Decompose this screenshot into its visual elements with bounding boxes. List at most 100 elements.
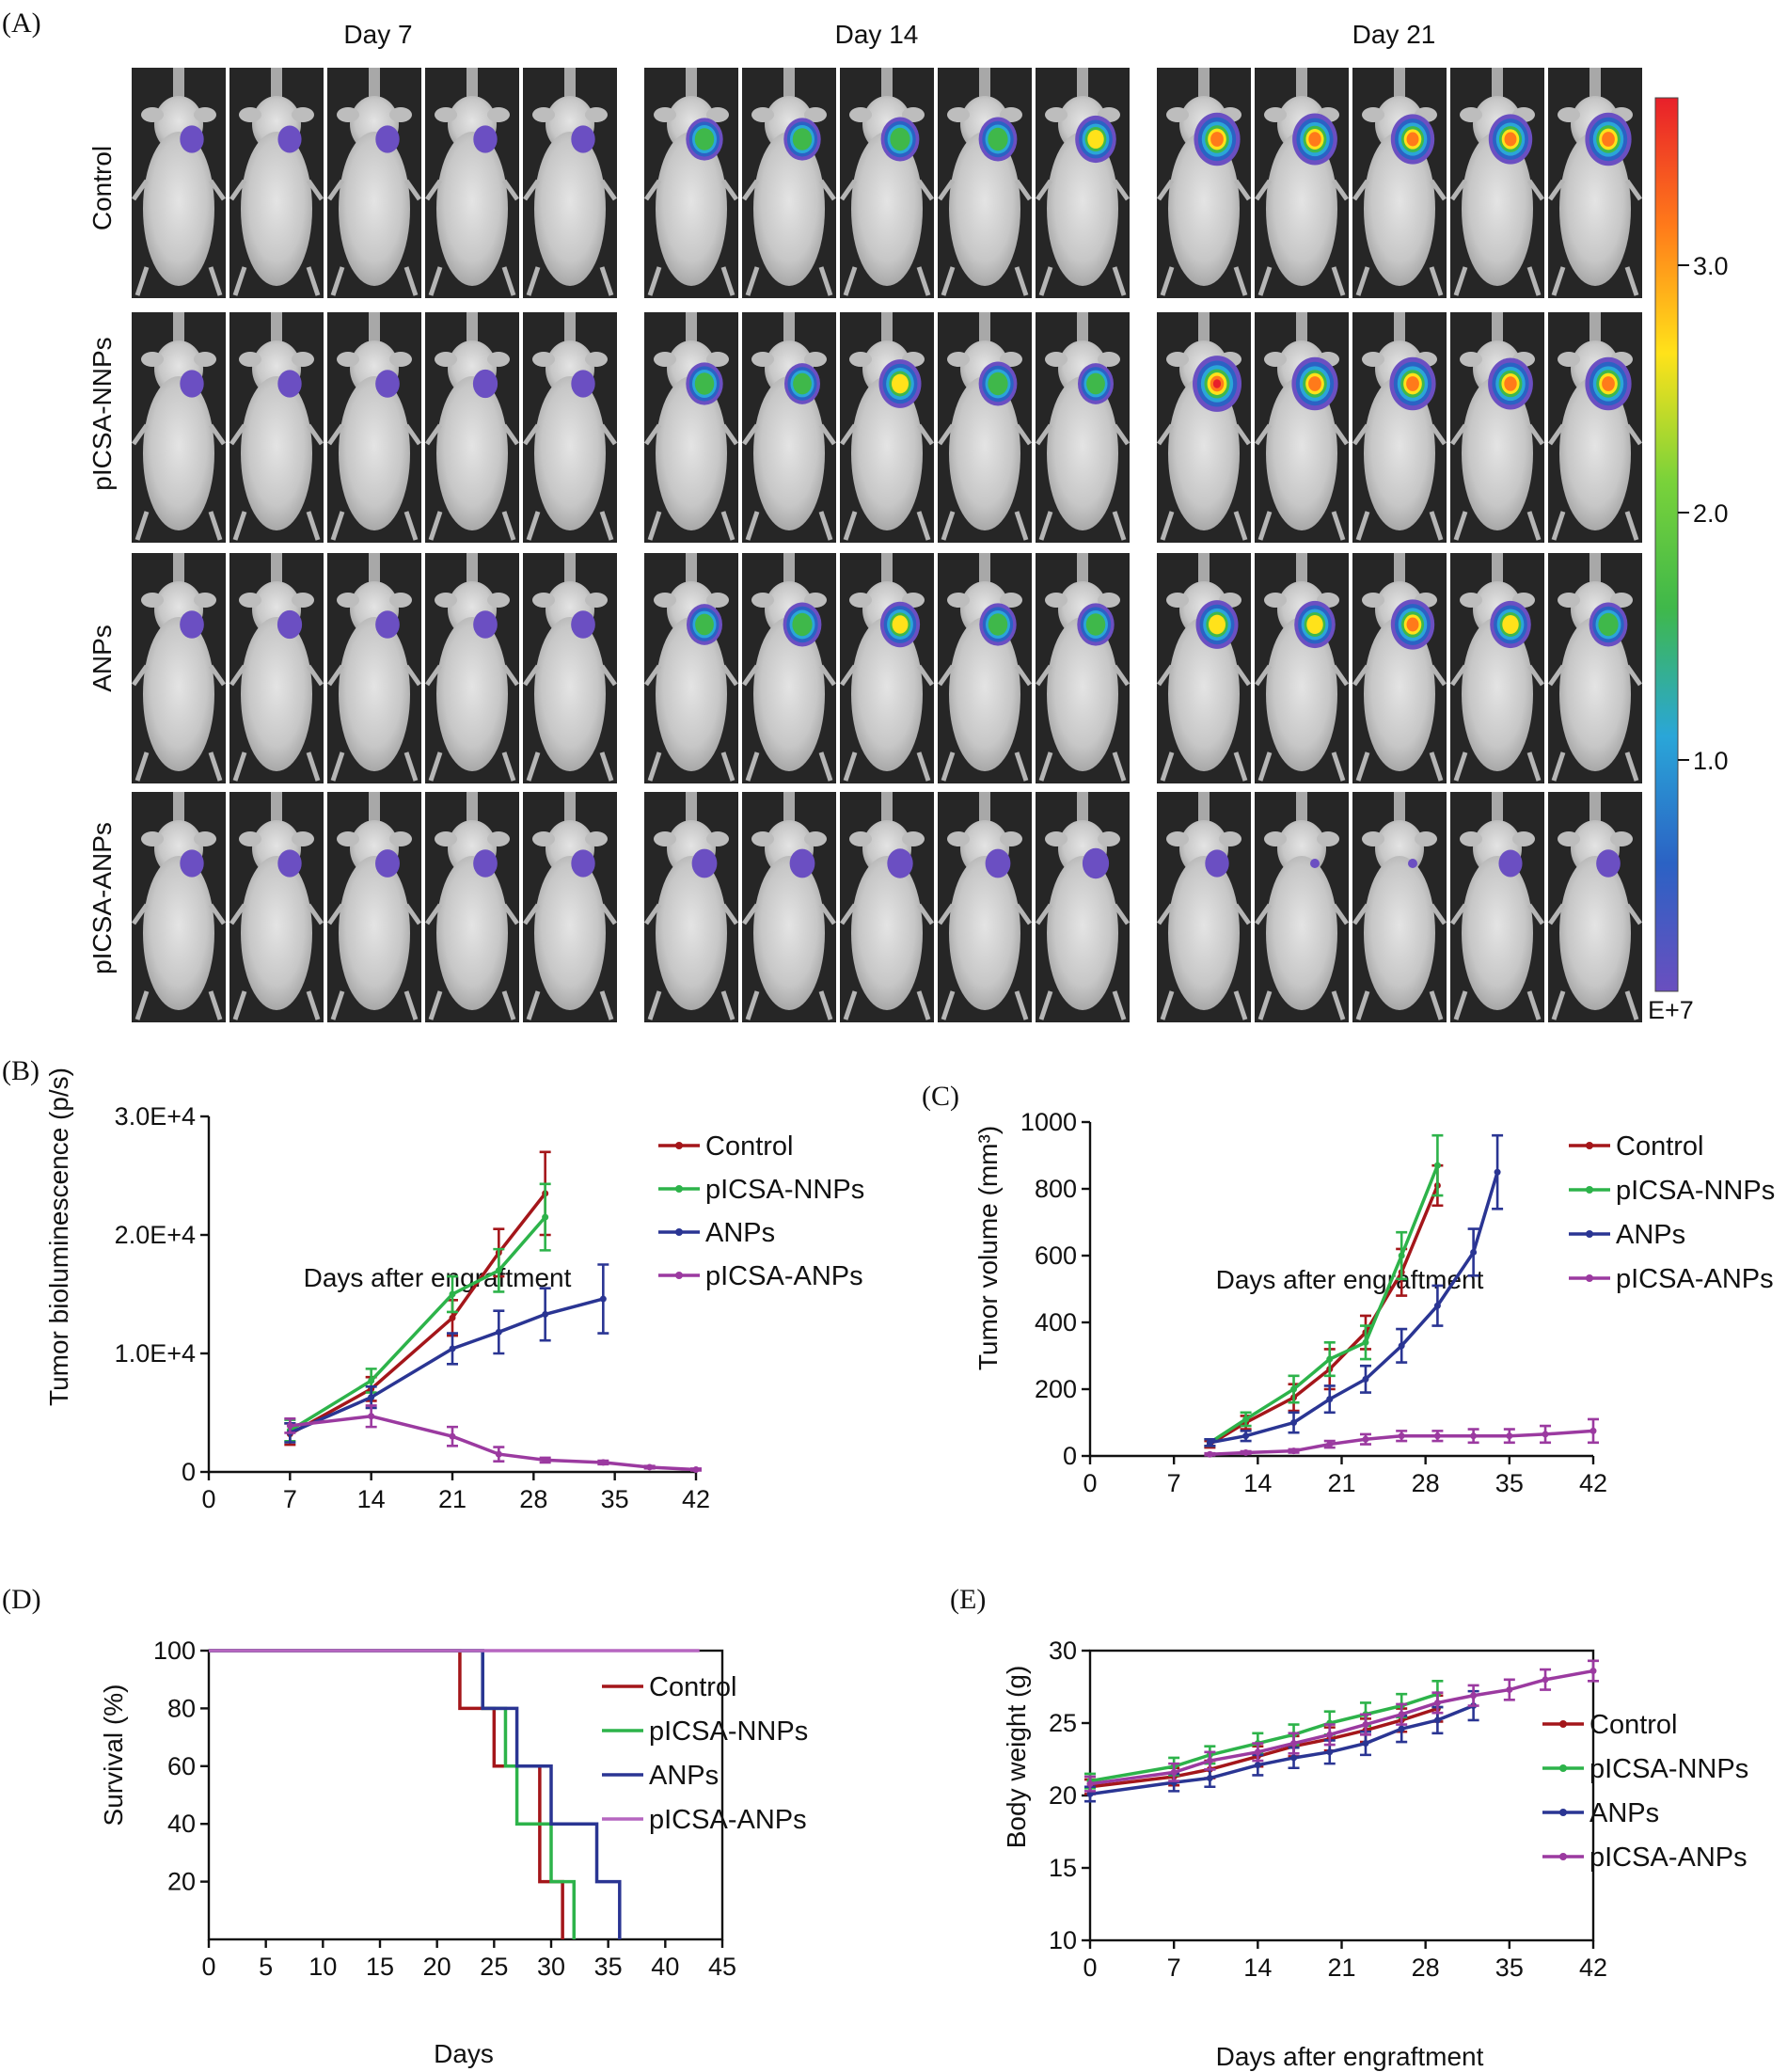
panel-b-ytick-label: 1.0E+4 [115,1339,196,1368]
mouse-ear [1362,107,1384,122]
signal-blob [375,610,400,639]
panel-b-series-picsa-nnps-point [449,1290,456,1298]
mouse-body [851,132,923,286]
mouse-ear [947,593,970,608]
mouse-image [1449,312,1545,543]
panel-b-series-picsa-nnps-line [289,1215,546,1432]
panel-e-ytick-label: 10 [1049,1926,1077,1954]
panel-b-series-picsa-anps [284,1404,702,1473]
mouse-legs [1035,903,1131,1020]
mouse-ear [1558,352,1580,367]
mouse-image [741,553,837,783]
mouse-legs [424,179,520,296]
nose-cone [467,68,478,98]
mouse-image [741,792,837,1022]
mouse-body [1266,617,1337,771]
mouse-body [436,856,508,1010]
signal-blob [789,848,815,878]
panel-c-label: (C) [922,1081,959,1112]
mouse-legs [424,903,520,1020]
nose-cone [783,68,795,98]
nose-cone [1492,553,1503,583]
panel-b-series-picsa-nnps [284,1182,551,1443]
signal-blob [1210,132,1224,147]
panel-b-xtick-label: 0 [201,1485,215,1513]
panel-e-ytick-label: 15 [1049,1854,1077,1882]
panel-d-series-picsa-nnps [209,1649,577,1939]
mouse-ear [1317,831,1339,846]
mouse-ear [194,352,216,367]
mouse-ear [1610,831,1633,846]
mouse-ear [585,107,608,122]
panel-e-ytick-label: 25 [1049,1709,1077,1737]
nose-cone [173,553,184,583]
mouse-body [436,132,508,286]
panel-b-xlabel: Days after engraftment [304,1263,572,1292]
panel-d-xlabel: Days [434,2039,494,2068]
colorbar-tick-label: 3.0 [1693,252,1729,280]
mouse-body [534,132,606,286]
panel-d-ytick-label: 80 [167,1694,196,1722]
day-21-label: Day 21 [1352,20,1436,49]
nose-cone [467,312,478,342]
panel-c-series-picsa-anps-point [1506,1432,1513,1440]
signal-blob [792,128,813,150]
signal-blob [890,127,910,151]
panel-e-frame [1088,1649,1595,1942]
mouse-legs [522,179,618,296]
day-14-label: Day 14 [835,20,919,49]
mouse-ear [654,352,676,367]
mouse-body [949,856,1020,1010]
mouse-legs [229,179,324,296]
signal-blob [892,615,909,634]
panel-e-series-anps-point [1362,1740,1369,1748]
panel-b-series-anps-point [599,1295,607,1303]
nose-cone [1394,68,1405,98]
panel-c-ytick-label: 800 [1035,1175,1077,1203]
panel-a-imaging: (A) Day 7 Day 14 Day 21 Control pICSA-NN… [2,8,1729,1024]
mouse-ear [1264,352,1287,367]
panel-d-xtick-label: 10 [308,1953,337,1981]
mouse-legs [1547,903,1643,1020]
panel-b-xtick-label: 35 [601,1485,629,1513]
panel-c-xtick-label: 28 [1412,1469,1440,1497]
nose-cone [271,553,282,583]
panel-e-legend-marker [1559,1720,1567,1728]
panel-d-series-anps-line [209,1649,622,1939]
nose-cone [1296,553,1307,583]
panel-b-xtick-label: 42 [682,1485,710,1513]
panel-b-series-picsa-nnps-point [495,1267,502,1274]
mouse-body [1364,617,1435,771]
panel-c-series-picsa-nnps-point [1290,1385,1298,1393]
signal-blob [180,125,204,153]
mouse-ear [292,831,314,846]
mouse-ear [1362,352,1384,367]
mouse-legs [643,179,739,296]
mouse-body [534,856,606,1010]
mouse-body [534,617,606,771]
mouse-legs [1035,423,1131,541]
mouse-legs [1547,664,1643,782]
panel-b-series-picsa-anps-point [449,1432,456,1440]
mouse-body [534,376,606,530]
nose-cone [1198,553,1210,583]
panel-c-legend-entry: pICSA-NNPs [1569,1176,1775,1206]
mouse-ear [1610,593,1633,608]
signal-blob [695,613,714,636]
panel-e-legend-entry: Control [1542,1710,1678,1740]
panel-c-series-picsa-anps-point [1326,1441,1334,1448]
mouse-legs [326,664,422,782]
panel-b-xtick-label: 14 [357,1485,386,1513]
mouse-body [753,132,825,286]
panel-e-legend: Control pICSA-NNPs ANPs pICSA-ANPs [1542,1710,1748,1873]
mouse-ear [1512,831,1535,846]
mouse-ear [337,107,359,122]
signal-blob [375,370,400,398]
mouse-ear [654,107,676,122]
mouse-ear [849,593,872,608]
panel-e-xtick-label: 0 [1083,1953,1097,1982]
panel-d-ytick-label: 20 [167,1868,196,1896]
signal-blob [180,849,204,878]
mouse-image [1449,68,1545,298]
mouse-legs [937,903,1033,1020]
